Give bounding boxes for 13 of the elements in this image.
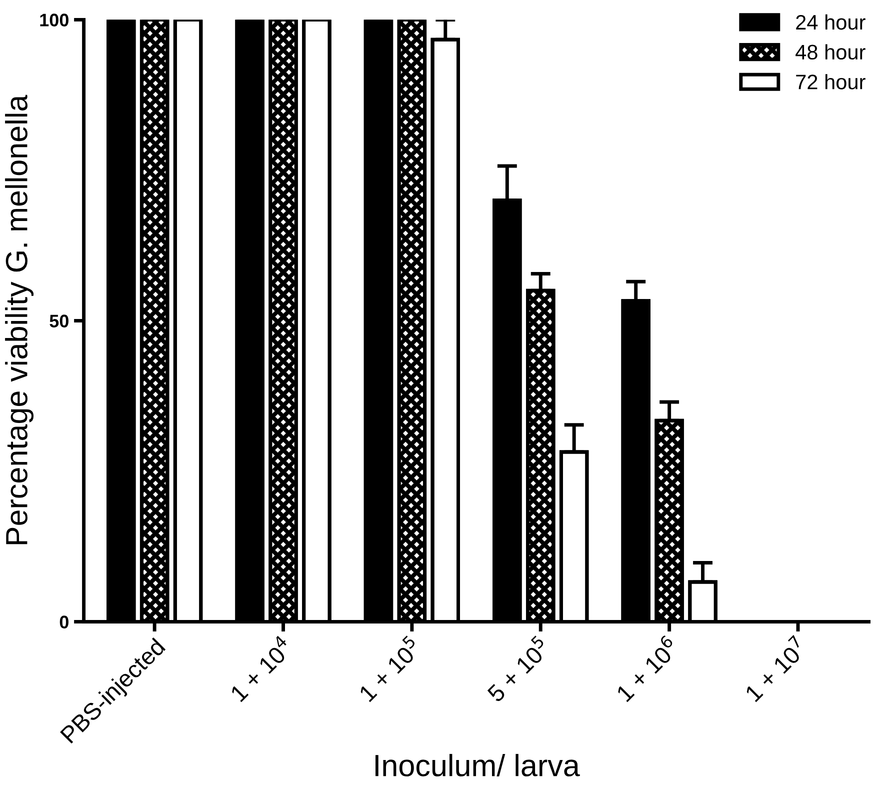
legend-label: 48 hour xyxy=(796,44,866,60)
x-tick-label: 1 + 10$^{7}$ xyxy=(741,635,809,702)
legend-label: 24 hour xyxy=(796,14,866,30)
y-tick-label: 100 xyxy=(40,14,68,26)
x-tick-label: 1 + 10$^{5}$ xyxy=(355,635,422,702)
legend-label: 72 hour xyxy=(796,74,866,90)
y-tick-label: 50 xyxy=(50,314,68,328)
x-tick-label: 1 + 10$^{4}$ xyxy=(226,634,294,702)
y-axis-title: Percentage viability G. mellonella xyxy=(5,94,34,544)
x-tick-label: 5 + 10$^{5}$ xyxy=(483,635,552,703)
x-tick-label: 1 + 10$^{6}$ xyxy=(612,634,680,702)
y-tick-label: 0 xyxy=(60,616,68,628)
x-axis-title: Inoculum/ larva xyxy=(376,754,580,776)
